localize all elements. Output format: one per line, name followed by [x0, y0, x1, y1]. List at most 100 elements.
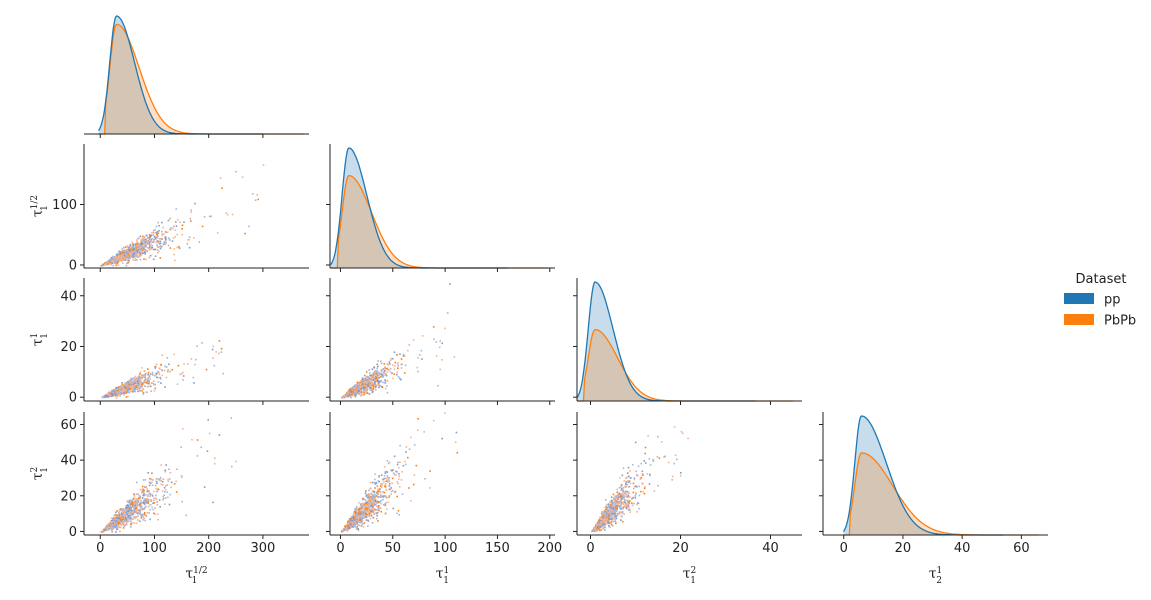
scatter-point-pp [142, 519, 144, 521]
scatter-point-pbpb [132, 383, 134, 386]
scatter-point-pbpb [153, 497, 155, 499]
scatter-point-pbpb [169, 217, 172, 220]
scatter-point-pbpb [127, 261, 129, 264]
scatter-point-pbpb [215, 351, 217, 353]
scatter-point-pp [388, 483, 391, 485]
scatter-point-pbpb [116, 258, 118, 260]
scatter-point-pbpb [130, 379, 133, 382]
scatter-point-pp [384, 512, 387, 515]
scatter-point-pp [148, 246, 151, 248]
scatter-point-pp [663, 456, 665, 458]
scatter-point-pbpb [377, 378, 380, 380]
scatter-point-pbpb [353, 510, 356, 513]
scatter-point-pbpb [432, 419, 435, 422]
scatter-point-pp [125, 253, 128, 256]
scatter-point-pp [601, 511, 603, 513]
scatter-point-pp [126, 520, 129, 522]
scatter-point-pp [130, 526, 132, 528]
scatter-point-pp [130, 501, 133, 504]
scatter-point-pbpb [599, 529, 601, 532]
scatter-point-pbpb [429, 470, 431, 472]
scatter-point-pbpb [148, 385, 150, 388]
scatter-point-pp [625, 483, 627, 485]
scatter-point-pp [143, 494, 145, 497]
scatter-point-pp [122, 387, 124, 390]
scatter-point-pp [370, 384, 372, 386]
scatter-point-pbpb [110, 521, 113, 523]
scatter-point-pp [128, 381, 130, 383]
scatter-point-pp [188, 236, 191, 239]
scatter-point-pbpb [384, 367, 386, 370]
scatter-point-pp [112, 391, 114, 394]
scatter-point-pp [359, 517, 361, 520]
scatter-point-pbpb [130, 520, 132, 523]
scatter-point-pp [154, 367, 157, 370]
scatter-point-pbpb [118, 254, 120, 257]
scatter-point-pp [369, 374, 371, 377]
scatter-point-pp [157, 246, 159, 248]
scatter-point-pp [156, 376, 158, 379]
scatter-point-pp [143, 499, 146, 501]
scatter-point-pbpb [351, 394, 354, 397]
scatter-point-pbpb [385, 496, 388, 499]
scatter-point-pbpb [410, 500, 412, 502]
scatter-point-pp [133, 252, 136, 254]
scatter-point-pbpb [139, 509, 141, 511]
scatter-point-pbpb [353, 516, 356, 519]
scatter-point-pbpb [138, 381, 141, 384]
scatter-point-pbpb [235, 460, 237, 463]
scatter-point-pbpb [117, 516, 120, 519]
scatter-point-pbpb [120, 390, 123, 393]
scatter-point-pbpb [358, 508, 360, 510]
scatter-point-pbpb [136, 239, 138, 241]
scatter-point-pp [149, 244, 151, 247]
scatter-point-pbpb [367, 503, 369, 506]
scatter-point-pbpb [162, 495, 164, 498]
scatter-point-pbpb [373, 378, 376, 380]
scatter-point-pp [417, 370, 419, 373]
scatter-point-pbpb [133, 495, 136, 497]
scatter-point-pp [167, 244, 170, 247]
scatter-point-pp [137, 380, 139, 383]
scatter-point-pp [134, 509, 136, 512]
scatter-point-pp [194, 358, 197, 361]
scatter-point-pbpb [108, 529, 110, 531]
scatter-point-pbpb [120, 250, 123, 253]
scatter-point-pbpb [141, 387, 144, 390]
scatter-point-pbpb [412, 483, 415, 486]
scatter-point-pp [131, 522, 133, 524]
scatter-point-pp [133, 507, 136, 509]
scatter-point-pp [114, 522, 117, 524]
scatter-point-pbpb [374, 487, 376, 489]
scatter-point-pp [622, 487, 625, 489]
scatter-point-pp [169, 493, 172, 496]
scatter-point-pp [109, 393, 111, 395]
scatter-point-pp [371, 502, 373, 505]
scatter-point-pp [113, 525, 116, 528]
scatter-point-pbpb [149, 478, 152, 481]
scatter-point-pbpb [159, 245, 162, 247]
scatter-point-pbpb [667, 461, 670, 464]
scatter-point-pbpb [115, 261, 117, 264]
kde-pbpb-fill [98, 24, 304, 134]
scatter-point-pbpb [118, 386, 121, 389]
scatter-point-pbpb [127, 253, 130, 256]
scatter-point-pp [132, 518, 134, 521]
scatter-point-pp [113, 389, 116, 392]
scatter-point-pp [116, 254, 119, 256]
scatter-point-pbpb [368, 501, 371, 503]
scatter-point-pp [200, 446, 202, 449]
scatter-point-pp [152, 502, 154, 504]
scatter-point-pp [368, 379, 370, 381]
scatter-point-pp [127, 516, 130, 518]
scatter-point-pp [367, 509, 369, 512]
scatter-point-pbpb [140, 241, 142, 243]
scatter-point-pp [129, 510, 131, 513]
scatter-point-pp [364, 505, 366, 507]
scatter-point-pbpb [128, 253, 131, 255]
scatter-point-pp [118, 391, 120, 394]
scatter-point-pbpb [121, 252, 123, 254]
scatter-point-pbpb [131, 518, 133, 520]
scatter-point-pp [167, 237, 170, 239]
scatter-point-pbpb [643, 492, 646, 495]
